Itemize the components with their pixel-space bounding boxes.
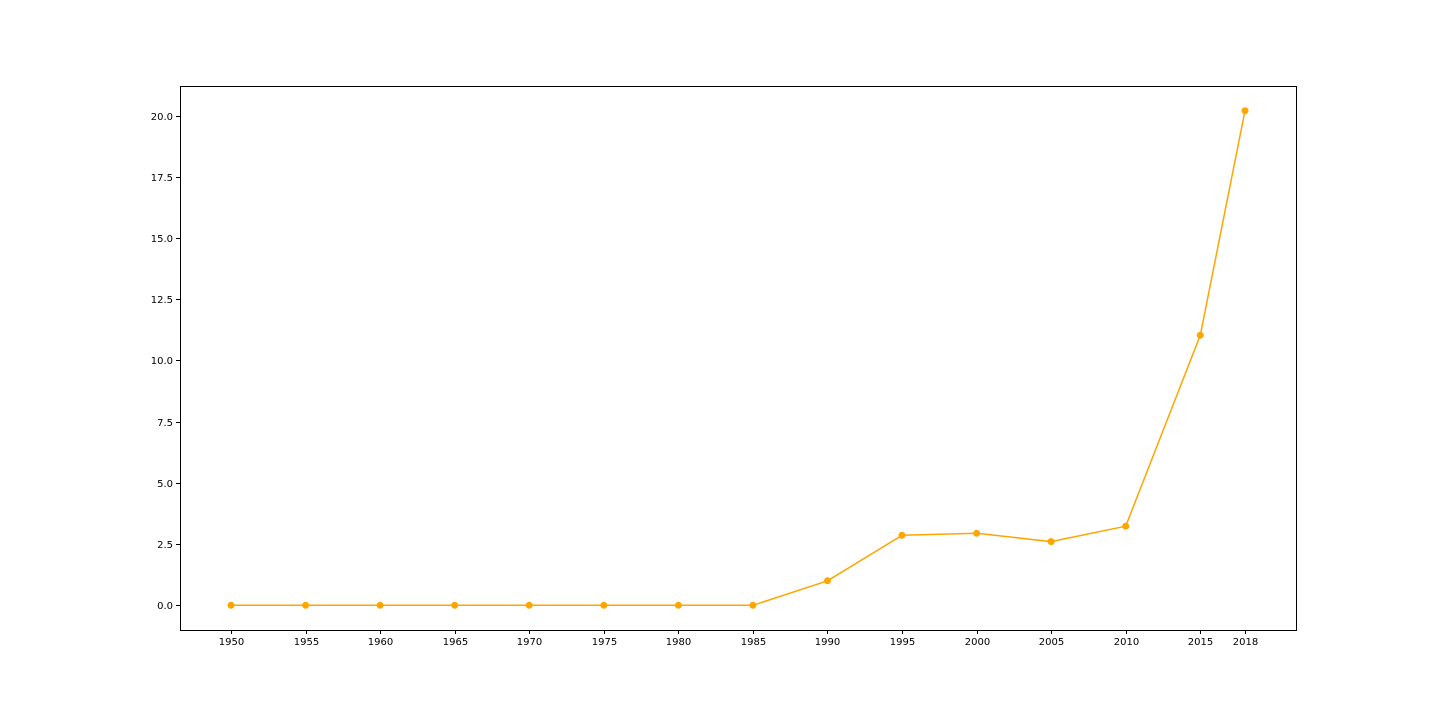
data-point bbox=[227, 601, 235, 609]
y-tick-label: 20.0 bbox=[151, 112, 173, 123]
y-tick-label: 12.5 bbox=[151, 295, 173, 306]
x-tick-label: 1955 bbox=[294, 637, 319, 648]
x-tick-label: 1960 bbox=[368, 637, 393, 648]
plot-area bbox=[180, 86, 1297, 631]
x-axis: 1950 1955 1960 1965 1970 1975 1980 1985 1990 1995… bbox=[219, 630, 1258, 648]
x-tick-label: 1970 bbox=[517, 637, 542, 648]
data-point bbox=[1196, 331, 1204, 339]
data-point bbox=[302, 601, 310, 609]
x-tick-label: 1985 bbox=[741, 637, 766, 648]
y-tick-label: 2.5 bbox=[157, 540, 173, 551]
data-point bbox=[749, 601, 757, 609]
series-layer bbox=[227, 107, 1249, 609]
data-point bbox=[1047, 538, 1055, 546]
x-tick-label: 1990 bbox=[815, 637, 840, 648]
x-tick-label: 1965 bbox=[443, 637, 468, 648]
data-point bbox=[600, 601, 608, 609]
data-point bbox=[973, 529, 981, 537]
data-point bbox=[898, 531, 906, 539]
x-tick-label: 1950 bbox=[219, 637, 244, 648]
y-tick-label: 0.0 bbox=[157, 601, 173, 612]
data-point bbox=[674, 601, 682, 609]
x-tick-label: 2000 bbox=[965, 637, 990, 648]
data-point bbox=[376, 601, 384, 609]
y-tick-label: 7.5 bbox=[157, 418, 173, 429]
data-point bbox=[451, 601, 459, 609]
x-tick-label: 1980 bbox=[666, 637, 691, 648]
data-point bbox=[1241, 107, 1249, 115]
x-tick-label: 2005 bbox=[1039, 637, 1064, 648]
y-tick-label: 10.0 bbox=[151, 356, 173, 367]
x-tick-label: 2018 bbox=[1233, 637, 1258, 648]
y-tick-label: 5.0 bbox=[157, 479, 173, 490]
y-tick-label: 17.5 bbox=[151, 173, 173, 184]
x-tick-label: 1975 bbox=[592, 637, 617, 648]
data-point bbox=[525, 601, 533, 609]
y-tick-label: 15.0 bbox=[151, 234, 173, 245]
data-point bbox=[824, 577, 831, 585]
x-tick-label: 2010 bbox=[1114, 637, 1139, 648]
x-tick-label: 2015 bbox=[1188, 637, 1213, 648]
data-point bbox=[1122, 522, 1130, 530]
x-tick-label: 1995 bbox=[890, 637, 915, 648]
y-axis: 0.0 2.5 5.0 7.5 10.0 12.5 15.0 17.5 20.0 bbox=[151, 112, 180, 612]
